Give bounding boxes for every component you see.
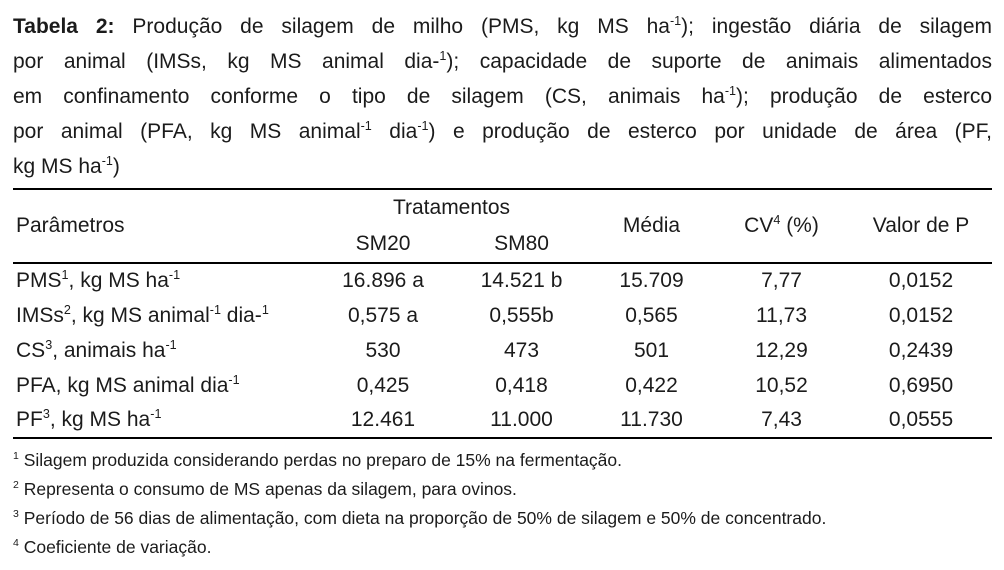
value-cell: 0,422 — [625, 373, 678, 397]
footnote-4: 4 Coeficiente de variação. — [13, 537, 212, 557]
table-row-cs: CS3, animais ha-1 530 473 501 12,29 0,24… — [13, 333, 992, 368]
table-header: Parâmetros Tratamentos Média CV4 (%) Val… — [13, 189, 993, 263]
table-row-pfa: PFA, kg MS animal dia-1 0,425 0,418 0,42… — [13, 368, 992, 403]
value-cell: 12,29 — [755, 338, 808, 362]
col-header-sm80: SM80 — [494, 232, 549, 255]
table-row-pms: PMS1, kg MS ha-1 16.896 a 14.521 b 15.70… — [13, 263, 992, 298]
header-row-treatments: SM20 SM80 — [13, 226, 992, 263]
footnotes: 1 Silagem produzida considerando perdas … — [13, 446, 992, 562]
value-cell: 473 — [503, 338, 540, 362]
value-cell: 11.730 — [620, 408, 683, 431]
value-cell: 7,77 — [761, 269, 802, 292]
col-header-valor-de-p: Valor de P — [872, 214, 970, 237]
table-row-pf: PF3, kg MS ha-1 12.461 11.000 11.730 7,4… — [13, 403, 992, 438]
value-cell: 10,52 — [755, 373, 808, 397]
col-header-parametros: Parâmetros — [16, 214, 125, 237]
footnote-3: 3 Período de 56 dias de alimentação, com… — [13, 508, 827, 528]
value-cell: 0,0555 — [888, 408, 954, 431]
caption-line-2: por animal (IMSs, kg MS animal dia-1); c… — [13, 49, 992, 73]
col-group-tratamentos: Tratamentos — [392, 196, 511, 219]
col-header-cv: CV4 (%) — [744, 213, 819, 237]
value-cell: 15.709 — [619, 269, 684, 292]
param-cell: PFA, kg MS animal dia-1 — [16, 372, 240, 397]
col-header-media: Média — [622, 214, 681, 237]
param-cell: PMS1, kg MS ha-1 — [16, 268, 181, 292]
footnote-1: 1 Silagem produzida considerando perdas … — [13, 450, 623, 470]
table-caption: Tabela 2: Produção de silagem de milho (… — [13, 9, 992, 184]
value-cell: 530 — [365, 338, 401, 362]
value-cell: 0,2439 — [888, 338, 954, 362]
value-cell: 11,73 — [756, 303, 808, 327]
value-cell: 0,555b — [489, 303, 554, 327]
value-cell: 0,575 a — [347, 303, 419, 327]
param-cell: CS3, animais ha-1 — [16, 337, 177, 362]
table-body: PMS1, kg MS ha-1 16.896 a 14.521 b 15.70… — [13, 263, 992, 438]
value-cell: 11.000 — [490, 408, 553, 431]
param-cell: PF3, kg MS ha-1 — [16, 407, 162, 431]
table-row-imss: IMSs2, kg MS animal-1 dia-1 0,575 a 0,55… — [13, 298, 992, 333]
caption-line-4: por animal (PFA, kg MS animal-1 dia-1) e… — [13, 119, 993, 143]
value-cell: 0,425 — [356, 373, 410, 397]
caption-line-3: em confinamento conforme o tipo de silag… — [13, 84, 993, 108]
caption-line-5: kg MS ha-1) — [13, 154, 120, 178]
value-cell: 16.896 a — [342, 269, 424, 292]
footnote-2: 2 Representa o consumo de MS apenas da s… — [13, 479, 517, 499]
value-cell: 0,418 — [495, 373, 548, 397]
value-cell: 12.461 — [350, 408, 416, 431]
value-cell: 0,0152 — [888, 303, 954, 327]
value-cell: 0,6950 — [888, 373, 954, 397]
value-cell: 0,565 — [625, 303, 678, 327]
caption-line-1: Tabela 2: Produção de silagem de milho (… — [13, 14, 992, 38]
value-cell: 14.521 b — [480, 269, 563, 292]
value-cell: 0,0152 — [888, 269, 954, 292]
value-cell: 7,43 — [761, 408, 802, 431]
value-cell: 501 — [633, 338, 670, 362]
col-header-sm20: SM20 — [355, 232, 411, 255]
param-cell: IMSs2, kg MS animal-1 dia-1 — [16, 302, 269, 327]
data-table: Parâmetros Tratamentos Média CV4 (%) Val… — [13, 188, 993, 439]
header-row-group: Parâmetros Tratamentos Média CV4 (%) Val… — [13, 189, 992, 237]
